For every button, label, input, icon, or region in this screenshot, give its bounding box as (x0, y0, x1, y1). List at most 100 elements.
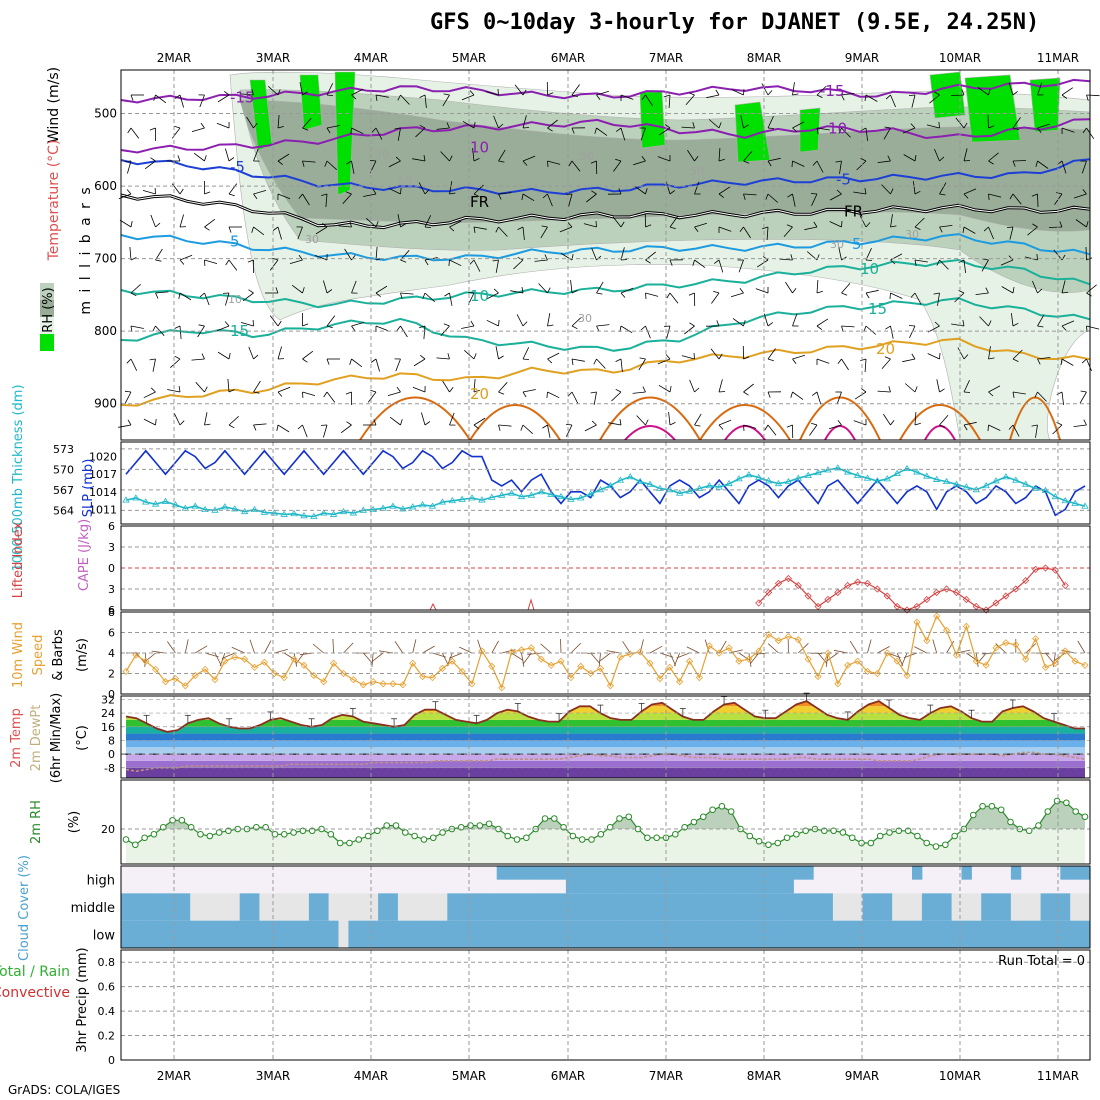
temp-band (126, 733, 1085, 741)
thickness-marker (834, 464, 842, 471)
wind-barb-flag (174, 94, 181, 99)
wind10-barb (867, 639, 872, 654)
wind-barb-flag (351, 325, 356, 332)
wind-barb (155, 291, 169, 294)
thickness-marker (369, 505, 377, 513)
cloud-low-cell (121, 920, 132, 948)
wind-barb-flag (521, 287, 524, 294)
wind-barb-flag (520, 424, 524, 431)
cloud-low-cell (457, 920, 468, 948)
wind-barb-flag (495, 226, 499, 233)
wind-barb (277, 386, 291, 393)
thickness-marker (468, 494, 476, 501)
thickness-marker (201, 505, 209, 513)
wind-barb-flag (297, 424, 303, 430)
wind-barb (461, 94, 475, 101)
cloud-mid-cell (447, 893, 458, 921)
cloud-high-cell (565, 866, 577, 894)
thickness-marker (250, 505, 259, 513)
wind-barb (657, 358, 671, 365)
wind-barb-flag (841, 292, 848, 296)
wind-barb-flag (253, 391, 260, 394)
wind-barb (1032, 280, 1038, 294)
wind-barb (792, 391, 804, 400)
li-tick-label: 0 (108, 562, 115, 575)
wind-barb (836, 391, 842, 405)
wind-barb-flag (473, 193, 480, 198)
wind-barb (957, 347, 965, 360)
wind10-marker (972, 657, 980, 665)
wind-barb-flag (253, 354, 259, 360)
cloud-mid-cell (130, 893, 142, 921)
wind-barb-flag (692, 259, 695, 266)
wind-barb (890, 325, 894, 339)
wind-barb (227, 378, 230, 393)
wind-barb (657, 156, 671, 162)
temp-tick-label: 0 (108, 748, 115, 761)
wind-barb (1086, 94, 1100, 97)
wind10-marker (962, 622, 970, 630)
wind-barb (732, 318, 744, 327)
rh2m-marker (504, 832, 512, 840)
wind-barb-flag (198, 324, 205, 327)
wind-barb (1061, 160, 1067, 174)
wind-barb (473, 226, 487, 230)
wind-barb-flag (718, 391, 726, 393)
wind-barb (326, 391, 336, 403)
panel-frame-7 (120, 949, 1091, 1061)
wind-barb-flag (326, 358, 330, 365)
wind-barb-flag (498, 123, 504, 129)
lifted-index-marker (824, 595, 832, 604)
wind10-barb (371, 652, 384, 662)
wind-barb (204, 259, 218, 264)
rh2m-marker (346, 839, 353, 847)
temp-band (126, 740, 1085, 748)
wind-barb (591, 247, 597, 261)
wind-barb-flag (542, 424, 548, 429)
wind-barb-flag (130, 257, 137, 261)
wind-barb-flag (443, 93, 450, 96)
cloud-mid-cell (615, 893, 626, 921)
cloud-low-cell (773, 920, 784, 948)
wind-barb (119, 219, 132, 228)
wind10-barb (570, 642, 582, 654)
cloud-low-cell (506, 920, 517, 948)
wind-barb (816, 85, 827, 96)
wind-barb-flag (224, 321, 230, 327)
cloud-mid-cell (417, 893, 428, 921)
wind-barb (593, 391, 597, 405)
cloud-mid-cell (140, 893, 152, 921)
cloud-mid-cell (892, 893, 903, 921)
wind-barb-flag (448, 259, 450, 267)
wind-barb (1012, 193, 1022, 205)
wind10-marker (923, 637, 931, 645)
thickness-axis-label: 1000-500mb Thickness (dm) (11, 384, 26, 571)
wind-barb (1001, 286, 1014, 294)
cloud-low-cell (219, 920, 231, 948)
wind10-barb (995, 643, 1007, 654)
wind-barb-flag (743, 124, 749, 129)
wind-barb-flag (1012, 90, 1018, 96)
wind10-barb (946, 640, 955, 654)
wind-barb (743, 424, 757, 429)
wind-barb (155, 94, 167, 104)
lifted-index-marker (1022, 577, 1030, 585)
wind10-barb (749, 652, 760, 665)
cloud-high-cell (496, 866, 508, 880)
wind-barb (1073, 193, 1087, 199)
wind-barb-flag (1056, 192, 1063, 195)
wind-barb-flag (645, 419, 649, 426)
cloud-mid-cell (467, 893, 478, 921)
temp2m-label: 2m Temp (9, 708, 24, 768)
rh2m-marker (746, 832, 754, 840)
li-tick-label: 6 (108, 604, 115, 617)
wind10-marker (992, 644, 1000, 652)
wind-barb (1085, 246, 1087, 261)
cloud-low-cell (1040, 920, 1051, 948)
wind-barb-flag (498, 319, 500, 327)
cloud-mid-cell (803, 893, 814, 921)
wind-barb-flag (1035, 160, 1038, 167)
wind-barb (988, 152, 999, 162)
cloud-low-cell (289, 920, 300, 948)
cloud-mid-cell (734, 893, 745, 921)
